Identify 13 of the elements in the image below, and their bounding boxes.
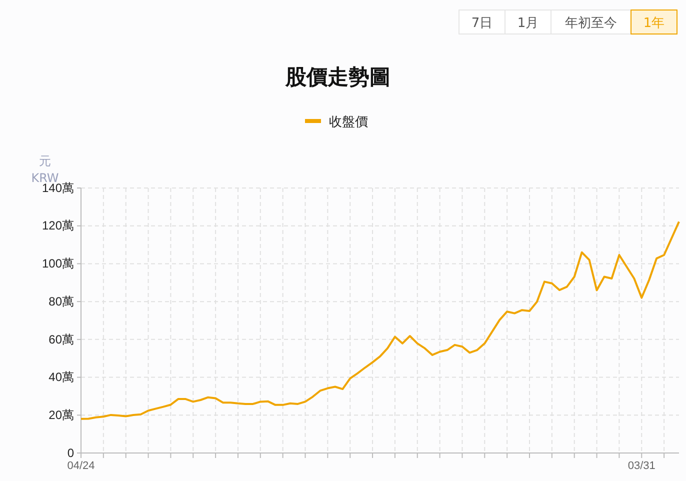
y-tick-label: 40萬: [48, 370, 74, 384]
x-tick-label: 03/31: [628, 460, 656, 472]
y-tick-label: 120萬: [42, 218, 74, 233]
y-tick-label: 60萬: [48, 332, 74, 346]
x-tick-label: 04/24: [67, 460, 95, 472]
range-selector: 7日 1月 年初至今 1年: [458, 10, 678, 34]
chart-title: 股價走勢圖: [284, 65, 390, 89]
line-series: [80, 220, 680, 420]
legend-label: 收盤價: [329, 115, 368, 130]
y-tick-label: 0: [67, 446, 74, 460]
y-tick-label: 20萬: [48, 408, 74, 422]
y-tick-label: 100萬: [42, 256, 74, 271]
y-tick-label: 80萬: [48, 294, 74, 308]
